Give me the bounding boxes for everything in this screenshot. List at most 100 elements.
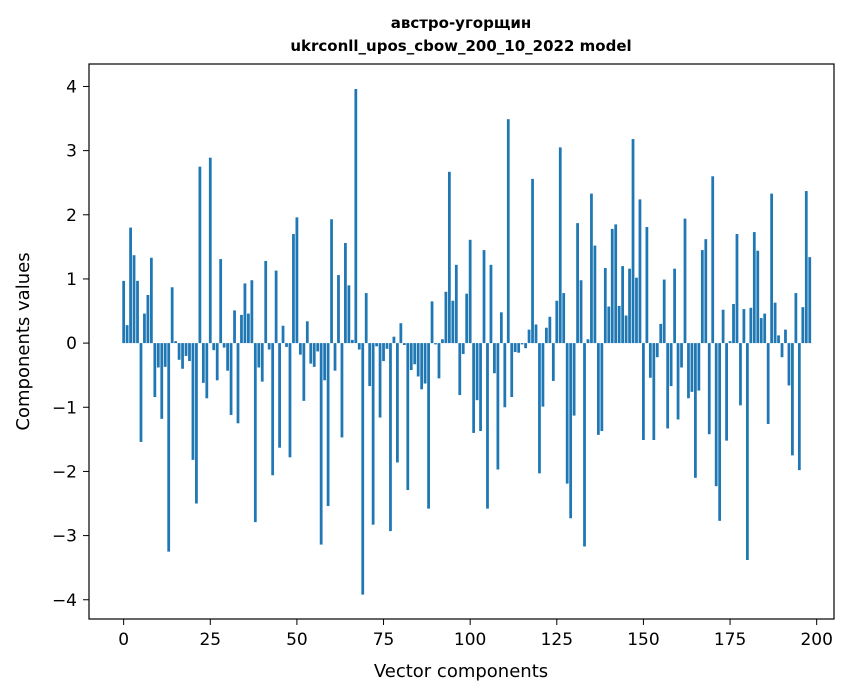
bar	[780, 343, 784, 358]
bar	[721, 309, 725, 344]
bar	[517, 343, 521, 353]
x-tick-label: 25	[199, 630, 221, 650]
bar	[396, 343, 399, 463]
bar	[253, 343, 257, 523]
y-tick-label: 3	[66, 142, 77, 162]
x-tick-label: 125	[541, 630, 573, 650]
bar	[247, 313, 250, 344]
bar	[222, 343, 226, 348]
bar	[309, 343, 313, 364]
bar-series	[122, 89, 812, 595]
bar	[551, 343, 555, 381]
x-tick-label: 200	[800, 630, 832, 650]
bar	[655, 343, 659, 358]
bar	[312, 343, 316, 367]
bar	[402, 343, 406, 346]
bar	[177, 343, 181, 360]
y-tick-label: 0	[66, 334, 77, 354]
bar	[357, 343, 361, 350]
chart-subtitle: ukrconll_upos_cbow_200_10_2022 model	[290, 37, 631, 55]
bar	[489, 264, 493, 344]
bar	[392, 336, 396, 344]
bar	[149, 257, 153, 344]
bar	[441, 339, 444, 344]
bar	[333, 343, 337, 371]
bar	[648, 343, 652, 378]
bar	[493, 343, 496, 374]
bar	[208, 157, 212, 344]
bar	[486, 343, 489, 509]
x-tick-label: 150	[627, 630, 659, 650]
x-axis: 0 25 50 75 100 125 150 175 200	[118, 619, 833, 650]
bar	[385, 343, 389, 349]
bar	[766, 343, 770, 424]
bar	[340, 343, 344, 438]
bar	[725, 343, 728, 441]
bar	[302, 343, 306, 401]
bar	[579, 280, 583, 344]
bar	[659, 323, 663, 344]
bar	[350, 339, 354, 344]
bar	[787, 343, 791, 386]
bar	[714, 343, 718, 487]
bar	[600, 343, 604, 431]
bar	[330, 219, 333, 344]
bar	[614, 224, 618, 344]
x-tick-label: 175	[714, 630, 746, 650]
x-axis-label: Vector components	[374, 661, 548, 682]
bar	[319, 343, 323, 545]
bar	[499, 312, 503, 344]
bar	[503, 343, 507, 408]
bar	[326, 343, 330, 507]
bar	[240, 314, 243, 344]
bar	[711, 176, 715, 344]
bar	[676, 343, 680, 420]
x-tick-label: 100	[454, 630, 486, 650]
bar	[139, 343, 143, 442]
bar	[797, 343, 801, 471]
bar	[541, 343, 545, 407]
bar	[742, 309, 746, 344]
y-tick-label: −3	[52, 527, 77, 547]
bar	[558, 147, 562, 344]
bar	[759, 318, 763, 344]
bar	[520, 343, 524, 345]
bar	[198, 166, 202, 344]
bar	[700, 250, 704, 344]
bar	[773, 302, 777, 344]
bar	[610, 228, 614, 344]
bar	[163, 343, 167, 367]
bar	[728, 341, 732, 344]
y-tick-label: −1	[52, 398, 77, 418]
bar	[423, 343, 427, 384]
bar	[288, 343, 292, 458]
y-tick-label: 2	[66, 206, 77, 226]
bar	[184, 343, 188, 356]
bar	[513, 343, 517, 353]
bar	[229, 343, 233, 415]
bar	[347, 285, 351, 344]
bar	[212, 343, 216, 351]
bar	[465, 293, 469, 344]
bar	[791, 343, 794, 456]
bar	[427, 343, 430, 509]
bar	[195, 343, 198, 504]
bar	[316, 343, 320, 352]
bar	[233, 310, 236, 344]
bar	[285, 343, 288, 347]
bar	[260, 343, 264, 382]
bar	[444, 291, 448, 344]
bar	[132, 255, 136, 344]
bar	[569, 343, 573, 519]
bar	[143, 313, 146, 344]
bar	[146, 294, 150, 344]
bar	[510, 343, 514, 397]
bar	[718, 343, 722, 521]
bar	[576, 223, 579, 344]
bar	[635, 277, 638, 344]
bar	[562, 293, 566, 344]
bar	[416, 343, 420, 377]
bar	[531, 178, 534, 344]
bar	[274, 270, 278, 344]
bar	[129, 227, 132, 344]
